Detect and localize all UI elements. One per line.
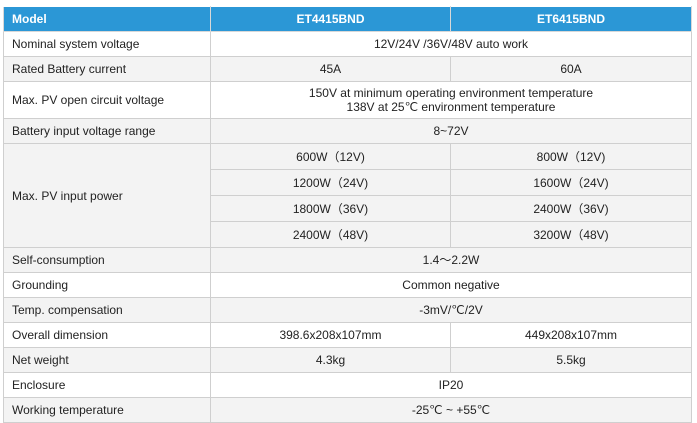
table-row: Overall dimension 398.6x208x107mm 449x20… bbox=[3, 322, 692, 348]
row-value-model-2: 5.5kg bbox=[450, 347, 692, 373]
row-value-line-1: 150V at minimum operating environment te… bbox=[308, 86, 594, 100]
power-value-model-2: 800W（12V) bbox=[450, 143, 692, 170]
row-value-model-1: 398.6x208x107mm bbox=[210, 322, 451, 348]
row-value: 150V at minimum operating environment te… bbox=[210, 81, 692, 119]
table-row: Nominal system voltage 12V/24V /36V/48V … bbox=[3, 31, 692, 57]
table-row: 1200W（24V) 1600W（24V) bbox=[4, 169, 692, 196]
header-model-2: ET6415BND bbox=[450, 6, 692, 32]
header-model-1: ET4415BND bbox=[210, 6, 451, 32]
power-value-model-1: 2400W（48V) bbox=[210, 221, 451, 248]
row-value-model-1: 45A bbox=[210, 56, 451, 82]
row-label: Max. PV open circuit voltage bbox=[3, 81, 211, 119]
power-value-model-1: 600W（12V) bbox=[210, 143, 451, 170]
row-value: Common negative bbox=[210, 272, 692, 298]
row-value: 12V/24V /36V/48V auto work bbox=[210, 31, 692, 57]
row-value: 1.4～2.2W bbox=[210, 247, 692, 273]
row-label: Self-consumption bbox=[3, 247, 211, 273]
power-value-model-2: 2400W（36V) bbox=[450, 195, 692, 222]
row-value: 8~72V bbox=[210, 118, 692, 144]
spec-table: Model ET4415BND ET6415BND Nominal system… bbox=[3, 6, 692, 423]
power-value-model-2: 3200W（48V) bbox=[450, 221, 692, 248]
row-value: IP20 bbox=[210, 372, 692, 398]
row-label: Overall dimension bbox=[3, 322, 211, 348]
row-label: Grounding bbox=[3, 272, 211, 298]
row-label: Temp. compensation bbox=[3, 297, 211, 323]
row-label: Battery input voltage range bbox=[3, 118, 211, 144]
row-label: Net weight bbox=[3, 347, 211, 373]
table-row: Battery input voltage range 8~72V bbox=[3, 118, 692, 144]
row-value-model-2: 449x208x107mm bbox=[450, 322, 692, 348]
table-row: Max. PV open circuit voltage 150V at min… bbox=[3, 81, 692, 119]
row-value-model-1: 4.3kg bbox=[210, 347, 451, 373]
row-value-model-2: 60A bbox=[450, 56, 692, 82]
power-value-model-2: 1600W（24V) bbox=[450, 169, 692, 196]
row-label: Rated Battery current bbox=[3, 56, 211, 82]
row-label: Nominal system voltage bbox=[3, 31, 211, 57]
table-row: Rated Battery current 45A 60A bbox=[3, 56, 692, 82]
row-label: Max. PV input power bbox=[3, 143, 211, 248]
table-row: 2400W（48V) 3200W（48V) bbox=[4, 221, 692, 248]
header-model: Model bbox=[3, 6, 211, 32]
row-value-line-2: 138V at 25℃ environment temperature bbox=[346, 100, 556, 114]
row-label: Enclosure bbox=[3, 372, 211, 398]
table-row: Self-consumption 1.4～2.2W bbox=[3, 247, 692, 273]
table-row: Enclosure IP20 bbox=[3, 372, 692, 398]
table-row: Max. PV input power 600W（12V) 800W（12V) bbox=[3, 143, 692, 248]
power-value-model-1: 1200W（24V) bbox=[210, 169, 451, 196]
row-value: -3mV/℃/2V bbox=[210, 297, 692, 323]
table-row: Net weight 4.3kg 5.5kg bbox=[3, 347, 692, 373]
table-row: Grounding Common negative bbox=[3, 272, 692, 298]
table-row: Temp. compensation -3mV/℃/2V bbox=[3, 297, 692, 323]
power-value-model-1: 1800W（36V) bbox=[210, 195, 451, 222]
table-header-row: Model ET4415BND ET6415BND bbox=[3, 6, 692, 32]
